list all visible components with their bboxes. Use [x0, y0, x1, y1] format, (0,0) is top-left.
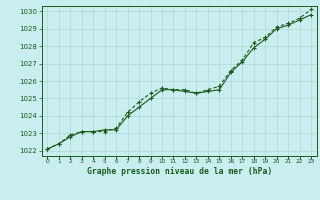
- X-axis label: Graphe pression niveau de la mer (hPa): Graphe pression niveau de la mer (hPa): [87, 167, 272, 176]
